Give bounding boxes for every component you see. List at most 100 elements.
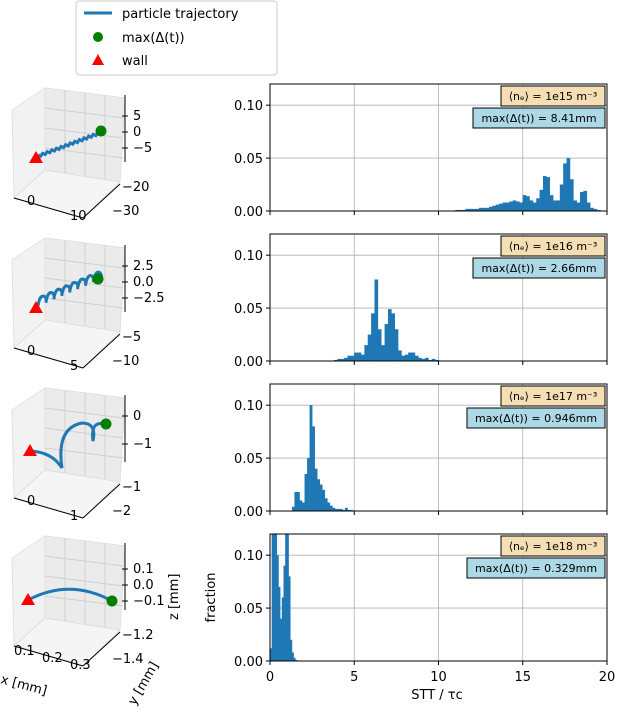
- max-delta-circle-icon: [92, 273, 104, 285]
- grid-line: [44, 575, 124, 587]
- x-tick-label: 20: [599, 670, 616, 685]
- legend-triangle-icon: [92, 54, 104, 65]
- histogram-bar: [291, 506, 295, 511]
- x-tick-label: 5: [70, 359, 78, 374]
- max-delta-circle-icon: [95, 125, 107, 137]
- histogram: 0.00 0.05 0.10 0 5 10 15 20 STT / τc fraction ⟨nₑ⟩…: [204, 533, 616, 703]
- z-tick-label: −5: [133, 141, 152, 156]
- x-axis-label-3d: x [mm]: [0, 672, 49, 699]
- grid-line: [44, 427, 124, 439]
- density-box: [500, 85, 606, 107]
- bars: [270, 534, 298, 661]
- histogram-bar: [519, 202, 524, 211]
- x-tick-label: 0.2: [42, 651, 63, 666]
- max-delta-box: [472, 107, 606, 129]
- trajectory-3d-plot: 0 −1 −1 −2 0 1: [11, 387, 152, 524]
- histogram: 0.00 0.05 0.10 ⟨nₑ⟩ = 1e16 m⁻³ max(Δ(t)) = 2…: [234, 233, 608, 370]
- histogram-bar: [347, 355, 352, 361]
- histogram-bar: [344, 507, 348, 511]
- y-tick-label: 0.05: [234, 602, 263, 617]
- histogram-bar: [350, 509, 353, 511]
- x-tick-label: 0: [266, 670, 274, 685]
- y-tick-label: −2: [112, 504, 131, 519]
- histogram-bar: [590, 207, 594, 211]
- histogram-bar: [275, 534, 278, 661]
- y-tick-label: 0.10: [234, 549, 263, 564]
- histogram-bar: [425, 357, 429, 361]
- z-tick-label: 2.5: [133, 259, 154, 274]
- histogram-bar: [404, 354, 409, 361]
- max-delta-circle-icon: [100, 418, 112, 430]
- x-axis-3d: [13, 197, 84, 219]
- histogram-bar: [489, 206, 493, 211]
- x-tick-label: 0: [27, 494, 35, 509]
- histogram-bar: [536, 198, 540, 211]
- histogram-bar: [302, 502, 305, 511]
- histogram-bar: [586, 202, 591, 211]
- y-tick-label: 0.05: [234, 302, 263, 317]
- y-tick-label: −30: [112, 204, 139, 219]
- max-delta-box: [472, 257, 606, 279]
- z-tick-label: 0: [133, 409, 141, 424]
- grid-line: [44, 277, 124, 289]
- y-tick-label: −20: [122, 180, 149, 195]
- histogram-bar: [418, 357, 422, 361]
- histogram-bar: [340, 358, 345, 361]
- histogram-bar: [553, 200, 557, 211]
- histogram-bar: [360, 354, 365, 361]
- wall-triangle-icon: [21, 593, 35, 605]
- trajectory-line: [27, 587, 113, 603]
- histogram-bar: [563, 163, 567, 211]
- density-label: ⟨nₑ⟩ = 1e17 m⁻³: [509, 390, 598, 403]
- y-tick-label: 0.00: [234, 505, 263, 520]
- histogram-bar: [329, 505, 333, 511]
- histogram-bar: [499, 203, 503, 211]
- histogram-bar: [580, 191, 584, 211]
- histogram: 0.00 0.05 0.10 ⟨nₑ⟩ = 1e15 m⁻³ max(Δ(t)) = 8…: [234, 83, 608, 220]
- x-axis-3d: [13, 645, 84, 667]
- histogram-bar: [293, 657, 296, 661]
- bars: [455, 158, 601, 211]
- x-tick-label: 0.1: [14, 644, 35, 659]
- histogram-bar: [462, 209, 466, 211]
- max-delta-box: [466, 557, 606, 579]
- histogram-bar: [367, 334, 372, 361]
- y-tick-label: −1: [122, 480, 141, 495]
- histogram-bar: [394, 329, 399, 361]
- histogram-bar: [472, 208, 476, 211]
- histogram-bar: [344, 357, 348, 361]
- legend-label-max: max(Δ(t)): [122, 31, 185, 46]
- histogram-bar: [583, 190, 588, 211]
- histogram-bar: [283, 565, 286, 661]
- histogram-bar: [324, 498, 328, 511]
- histogram-bar: [532, 202, 537, 211]
- x-tick-label: 10: [70, 209, 87, 224]
- histogram-bar: [542, 176, 547, 211]
- max-delta-label: max(Δ(t)) = 0.946mm: [475, 412, 597, 425]
- grid-line: [44, 257, 124, 269]
- legend: particle trajectory max(Δ(t)) wall: [75, 0, 278, 76]
- histogram-bar: [371, 313, 375, 361]
- histogram-bar: [276, 555, 279, 661]
- histogram-bar: [465, 208, 470, 211]
- grid-line: [44, 555, 124, 567]
- histogram-bar: [556, 200, 561, 211]
- grid-line: [44, 127, 124, 139]
- z-tick-label: 0.0: [133, 578, 154, 593]
- histogram-bar: [288, 576, 291, 661]
- x-tick-label: 1: [70, 509, 78, 524]
- x-tick-label: 0: [27, 344, 35, 359]
- z-tick-label: 0.0: [133, 275, 154, 290]
- x-tick-label: 0: [27, 194, 35, 209]
- density-label: ⟨nₑ⟩ = 1e15 m⁻³: [509, 90, 598, 103]
- x-axis-label: STT / τc: [411, 688, 463, 703]
- histogram-bar: [286, 534, 289, 661]
- histogram-bar: [539, 189, 544, 211]
- histogram-bar: [285, 534, 288, 661]
- density-label: ⟨nₑ⟩ = 1e18 m⁻³: [509, 540, 598, 553]
- panel-2: 2.50.0−2.5 −5 −10 0 5 0.00 0.05 0.10 ⟨nₑ⟩ = 1e16…: [11, 233, 608, 374]
- z-tick-label: −0.1: [133, 594, 165, 609]
- histogram-bar: [411, 352, 416, 361]
- histogram-bar: [421, 358, 426, 361]
